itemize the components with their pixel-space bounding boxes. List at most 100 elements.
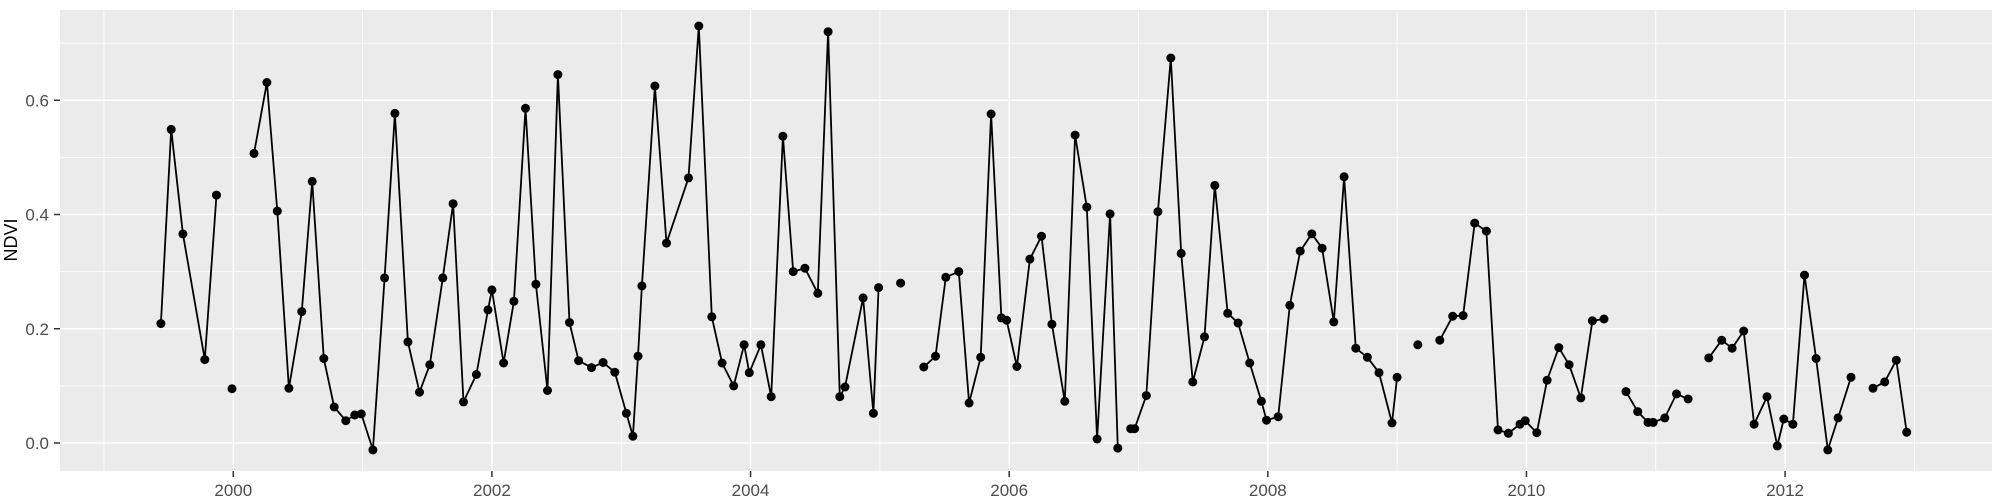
x-tick-label: 2006 — [990, 481, 1028, 500]
x-tick-label: 2004 — [732, 481, 770, 500]
data-point — [1672, 389, 1681, 399]
data-point — [1458, 311, 1468, 321]
data-point — [1166, 53, 1176, 63]
data-point — [1902, 427, 1912, 437]
data-point — [1273, 412, 1283, 422]
data-point — [471, 370, 481, 379]
data-point — [610, 367, 620, 377]
data-point — [1503, 428, 1513, 438]
data-point — [1868, 383, 1878, 393]
y-axis-title: NDVI — [1, 218, 21, 261]
y-tick-label: 0.6 — [25, 91, 49, 110]
data-point — [1082, 202, 1092, 212]
data-point — [521, 103, 530, 113]
data-point — [662, 238, 671, 248]
data-point — [1153, 207, 1163, 217]
data-point — [633, 351, 643, 361]
data-point — [598, 358, 608, 367]
data-point — [739, 340, 749, 350]
x-tick-label: 2010 — [1508, 481, 1546, 500]
y-tick-label: 0.0 — [25, 434, 49, 453]
data-point — [1070, 130, 1080, 140]
data-point — [628, 431, 638, 441]
data-point — [156, 319, 166, 329]
data-point — [637, 281, 647, 291]
data-point — [499, 358, 509, 368]
data-point — [684, 173, 693, 183]
data-point — [1295, 246, 1305, 256]
data-point — [1520, 416, 1530, 426]
data-point — [1037, 231, 1046, 241]
x-tick-label: 2012 — [1766, 481, 1804, 500]
data-point — [1599, 314, 1609, 324]
data-point — [650, 81, 660, 91]
data-point — [1633, 407, 1643, 417]
data-point — [483, 305, 493, 315]
data-point — [227, 384, 237, 394]
data-point — [1047, 319, 1057, 329]
data-point — [1176, 248, 1186, 258]
data-point — [1256, 396, 1266, 406]
data-point — [1880, 377, 1890, 387]
data-point — [1846, 372, 1856, 382]
data-point — [459, 397, 468, 407]
series-segment — [1872, 359, 1908, 434]
data-point — [307, 176, 317, 186]
data-point — [166, 124, 176, 134]
data-point — [729, 381, 739, 391]
data-point — [1576, 393, 1586, 403]
data-point — [1435, 335, 1445, 345]
data-point — [1413, 340, 1423, 350]
data-point — [262, 78, 272, 87]
data-point — [1564, 360, 1574, 370]
data-point — [1105, 209, 1115, 219]
data-point — [1113, 443, 1123, 453]
y-tick-label: 0.2 — [25, 320, 49, 339]
data-point — [1339, 172, 1349, 182]
data-point — [438, 273, 448, 283]
data-point — [390, 108, 400, 118]
data-point — [341, 416, 351, 426]
data-point — [1772, 441, 1782, 451]
data-point — [565, 318, 574, 327]
data-point — [874, 283, 884, 293]
data-point — [1374, 368, 1384, 378]
y-tick-label: 0.4 — [25, 206, 49, 225]
data-point — [272, 206, 282, 216]
data-point — [1223, 308, 1233, 318]
data-point — [1493, 425, 1503, 435]
data-point — [509, 296, 519, 306]
data-point — [368, 445, 378, 455]
data-point — [1739, 326, 1749, 336]
data-point — [744, 368, 754, 378]
data-point — [1823, 445, 1833, 455]
x-tick-label: 2008 — [1249, 481, 1287, 500]
data-point — [531, 279, 541, 289]
data-point — [1833, 413, 1843, 423]
data-point — [694, 21, 704, 31]
data-point — [553, 70, 563, 80]
data-point — [380, 273, 390, 283]
x-tick-label: 2000 — [214, 481, 252, 500]
data-point — [1188, 377, 1198, 387]
data-point — [1587, 316, 1597, 326]
data-point — [858, 293, 868, 303]
data-point — [1554, 343, 1564, 353]
data-point — [284, 383, 294, 393]
data-point — [1362, 352, 1372, 362]
data-point — [756, 340, 766, 350]
data-point — [868, 408, 878, 418]
data-point — [425, 360, 435, 370]
data-point — [1762, 392, 1772, 402]
data-point — [954, 267, 964, 277]
data-point — [766, 392, 776, 402]
data-point — [1317, 243, 1327, 253]
data-point — [1210, 180, 1220, 190]
data-point — [1621, 387, 1631, 397]
data-point — [543, 386, 552, 395]
data-point — [1012, 362, 1022, 371]
data-point — [200, 355, 210, 365]
data-point — [1811, 354, 1821, 363]
data-point — [800, 263, 810, 273]
